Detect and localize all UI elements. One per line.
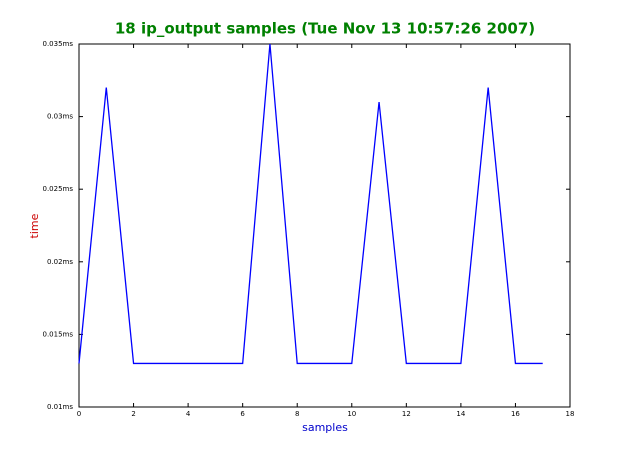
chart-title: 18 ip_output samples (Tue Nov 13 10:57:2… [115, 20, 535, 38]
x-tick-label: 2 [131, 410, 135, 418]
y-tick-label: 0.035ms [42, 40, 73, 48]
y-axis-label: time [28, 213, 41, 238]
plot-frame [78, 43, 571, 408]
x-tick-label: 8 [295, 410, 299, 418]
x-tick-label: 0 [77, 410, 81, 418]
y-tick-label: 0.02ms [47, 258, 73, 266]
y-tick-label: 0.01ms [47, 403, 73, 411]
data-line [78, 43, 543, 365]
x-tick-label: 18 [566, 410, 575, 418]
y-tick-label: 0.03ms [47, 113, 73, 121]
x-tick-label: 4 [186, 410, 191, 418]
x-axis-label: samples [302, 421, 348, 434]
x-tick-label: 16 [511, 410, 520, 418]
x-tick-label: 6 [240, 410, 245, 418]
x-tick-label: 12 [402, 410, 411, 418]
x-tick-label: 14 [456, 410, 465, 418]
x-tick-label: 10 [347, 410, 356, 418]
y-tick-label: 0.025ms [42, 185, 73, 193]
y-tick-label: 0.015ms [42, 330, 73, 338]
